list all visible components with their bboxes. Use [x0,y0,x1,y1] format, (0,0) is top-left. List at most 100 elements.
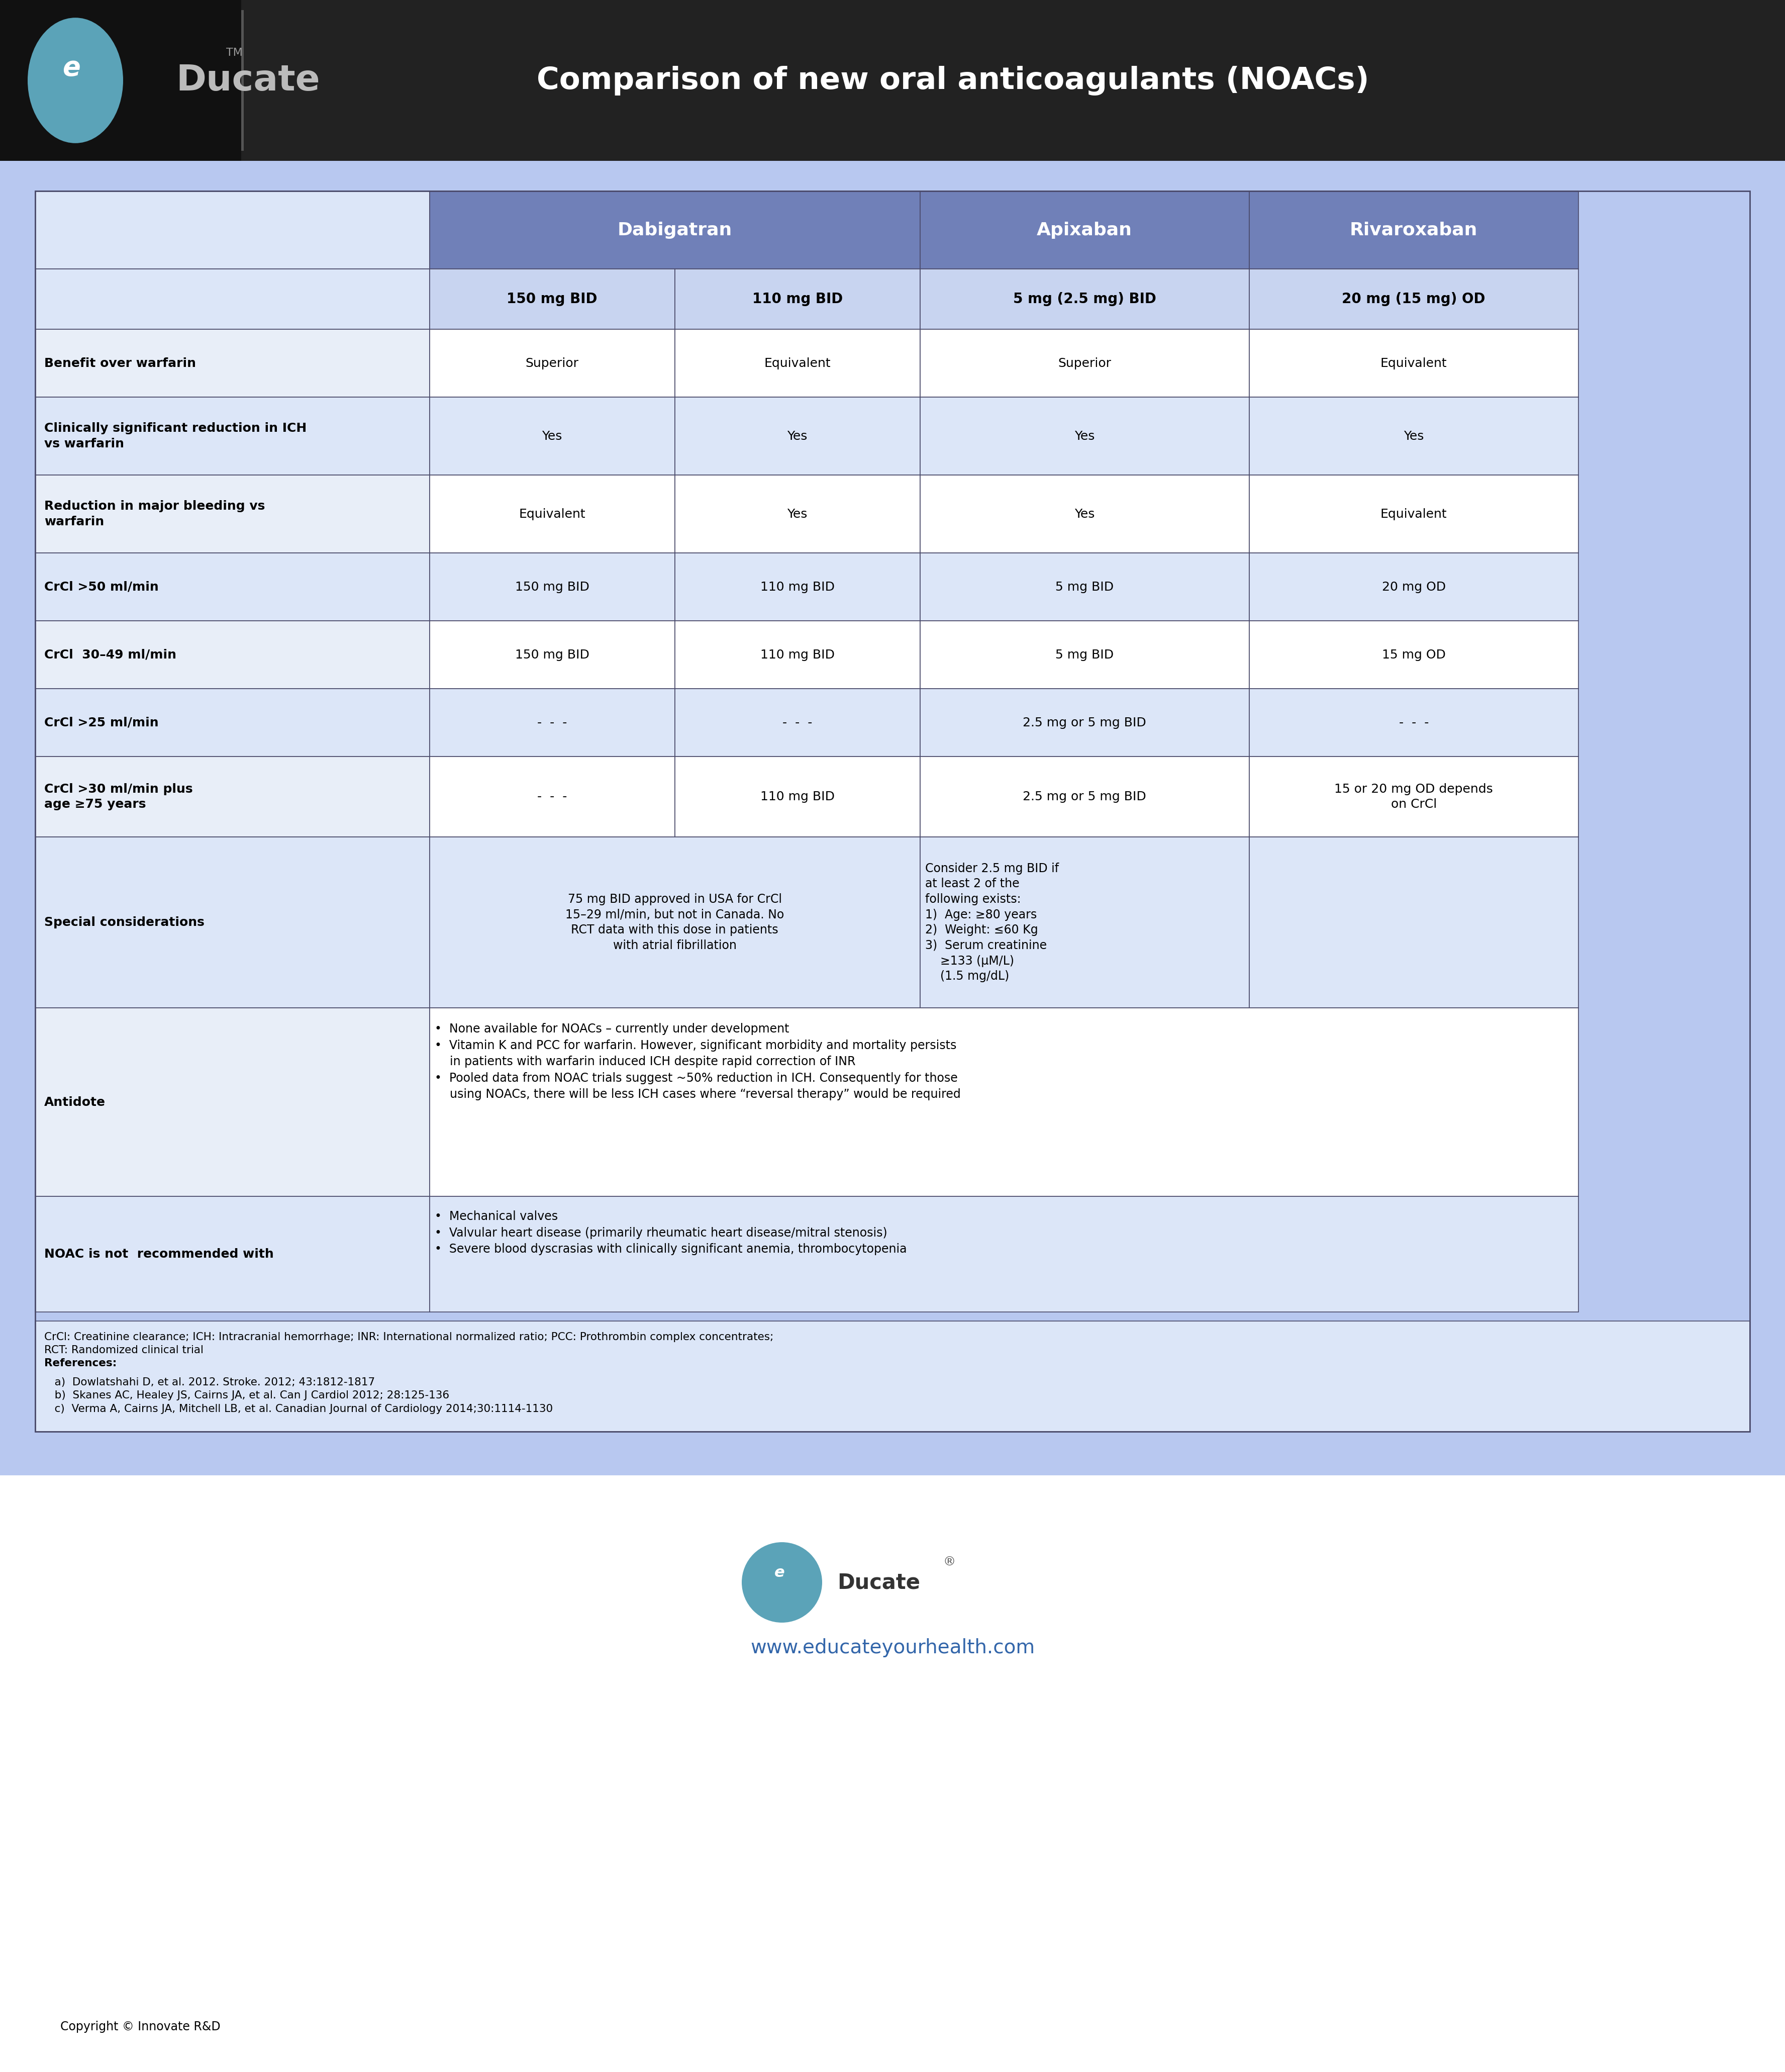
Text: 110 mg BID: 110 mg BID [760,792,835,802]
Text: Apixaban: Apixaban [1037,222,1132,238]
Text: 2.5 mg or 5 mg BID: 2.5 mg or 5 mg BID [1023,792,1146,802]
Bar [919,191,1249,269]
Text: CrCl >25 ml/min: CrCl >25 ml/min [45,717,159,729]
Text: CrCl >50 ml/min: CrCl >50 ml/min [45,580,159,593]
Bar [1249,269,1578,329]
Bar [36,1322,1749,1432]
Bar [36,398,430,474]
Text: e: e [62,54,80,81]
Text: e: e [775,1564,785,1579]
Text: Special considerations: Special considerations [45,916,205,928]
Text: Dabigatran: Dabigatran [618,222,732,238]
Text: Equivalent: Equivalent [764,356,830,369]
Text: Consider 2.5 mg BID if
at least 2 of the
following exists:
1)  Age: ≥80 years
2): Consider 2.5 mg BID if at least 2 of the… [925,862,1059,982]
Text: 110 mg BID: 110 mg BID [760,649,835,661]
Bar [0,162,1785,1475]
Text: Equivalent: Equivalent [1380,356,1448,369]
Text: Yes: Yes [787,431,807,441]
Bar [0,0,1785,162]
Bar [675,474,919,553]
Bar [36,688,430,756]
Bar [36,191,1749,1432]
Text: 5 mg (2.5 mg) BID: 5 mg (2.5 mg) BID [1012,292,1157,307]
Text: Antidote: Antidote [45,1096,105,1109]
Text: www.educateyourhealth.com: www.educateyourhealth.com [750,1639,1035,1658]
Bar [430,1196,1578,1312]
Bar [1249,688,1578,756]
Text: Superior: Superior [1059,356,1112,369]
Text: 2.5 mg or 5 mg BID: 2.5 mg or 5 mg BID [1023,717,1146,729]
Bar [1249,837,1578,1007]
Text: Yes: Yes [787,508,807,520]
Bar [430,1007,1578,1196]
Bar [430,688,675,756]
Bar [919,398,1249,474]
Text: TM: TM [227,48,243,58]
Bar [675,269,919,329]
Ellipse shape [743,1542,823,1622]
Bar [919,329,1249,398]
Text: -  -  -: - - - [537,792,568,802]
Bar [1249,474,1578,553]
Text: 5 mg BID: 5 mg BID [1055,649,1114,661]
Bar [675,329,919,398]
Text: Rivaroxaban: Rivaroxaban [1349,222,1478,238]
Text: Yes: Yes [543,431,562,441]
Bar [919,622,1249,688]
Bar [430,622,675,688]
Text: Ducate: Ducate [837,1573,919,1593]
Text: CrCl  30–49 ml/min: CrCl 30–49 ml/min [45,649,177,661]
Bar [430,553,675,622]
Text: NOAC is not  recommended with: NOAC is not recommended with [45,1247,273,1260]
Bar [675,553,919,622]
Text: •  None available for NOACs – currently under development
•  Vitamin K and PCC f: • None available for NOACs – currently u… [434,1024,960,1100]
Bar [36,756,430,837]
Text: 5 mg BID: 5 mg BID [1055,580,1114,593]
Bar [36,269,430,329]
Bar [36,1007,430,1196]
Text: Clinically significant reduction in ICH
vs warfarin: Clinically significant reduction in ICH … [45,423,307,450]
Text: -  -  -: - - - [537,717,568,729]
Bar [430,398,675,474]
Bar [919,474,1249,553]
Bar [430,269,675,329]
Text: •  Mechanical valves
•  Valvular heart disease (primarily rheumatic heart diseas: • Mechanical valves • Valvular heart dis… [434,1210,907,1256]
Text: 15 or 20 mg OD depends
on CrCl: 15 or 20 mg OD depends on CrCl [1335,783,1492,810]
Text: 75 mg BID approved in USA for CrCl
15–29 ml/min, but not in Canada. No
RCT data : 75 mg BID approved in USA for CrCl 15–29… [566,893,784,951]
Bar [36,837,430,1007]
Bar [36,553,430,622]
Text: 150 mg BID: 150 mg BID [516,649,589,661]
Bar [36,474,430,553]
Text: Yes: Yes [1075,431,1094,441]
Text: 20 mg (15 mg) OD: 20 mg (15 mg) OD [1342,292,1485,307]
Bar [430,191,919,269]
Bar [919,756,1249,837]
Text: 20 mg OD: 20 mg OD [1382,580,1446,593]
Text: ®: ® [942,1556,955,1569]
Text: Comparison of new oral anticoagulants (NOACs): Comparison of new oral anticoagulants (N… [537,66,1369,95]
Bar [1249,553,1578,622]
Bar [36,1196,430,1312]
Bar [430,837,919,1007]
Ellipse shape [27,19,123,143]
Text: Superior: Superior [525,356,578,369]
Text: Ducate: Ducate [177,62,320,97]
Bar [1249,398,1578,474]
Text: 150 mg BID: 150 mg BID [507,292,598,307]
Text: Reduction in major bleeding vs
warfarin: Reduction in major bleeding vs warfarin [45,499,264,528]
Text: -  -  -: - - - [1399,717,1428,729]
Text: Benefit over warfarin: Benefit over warfarin [45,356,196,369]
Bar [675,756,919,837]
Text: 150 mg BID: 150 mg BID [516,580,589,593]
Bar [919,837,1249,1007]
Bar [36,191,430,269]
Bar [430,474,675,553]
Text: a)  Dowlatshahi D, et al. 2012. Stroke. 2012; 43:1812-1817
   b)  Skanes AC, Hea: a) Dowlatshahi D, et al. 2012. Stroke. 2… [45,1378,553,1413]
Text: Equivalent: Equivalent [519,508,585,520]
Bar [36,329,430,398]
Bar [1249,329,1578,398]
Bar [1249,756,1578,837]
Text: Yes: Yes [1403,431,1424,441]
Text: Copyright © Innovate R&D: Copyright © Innovate R&D [61,2020,220,2033]
Text: References:: References: [45,1359,116,1368]
